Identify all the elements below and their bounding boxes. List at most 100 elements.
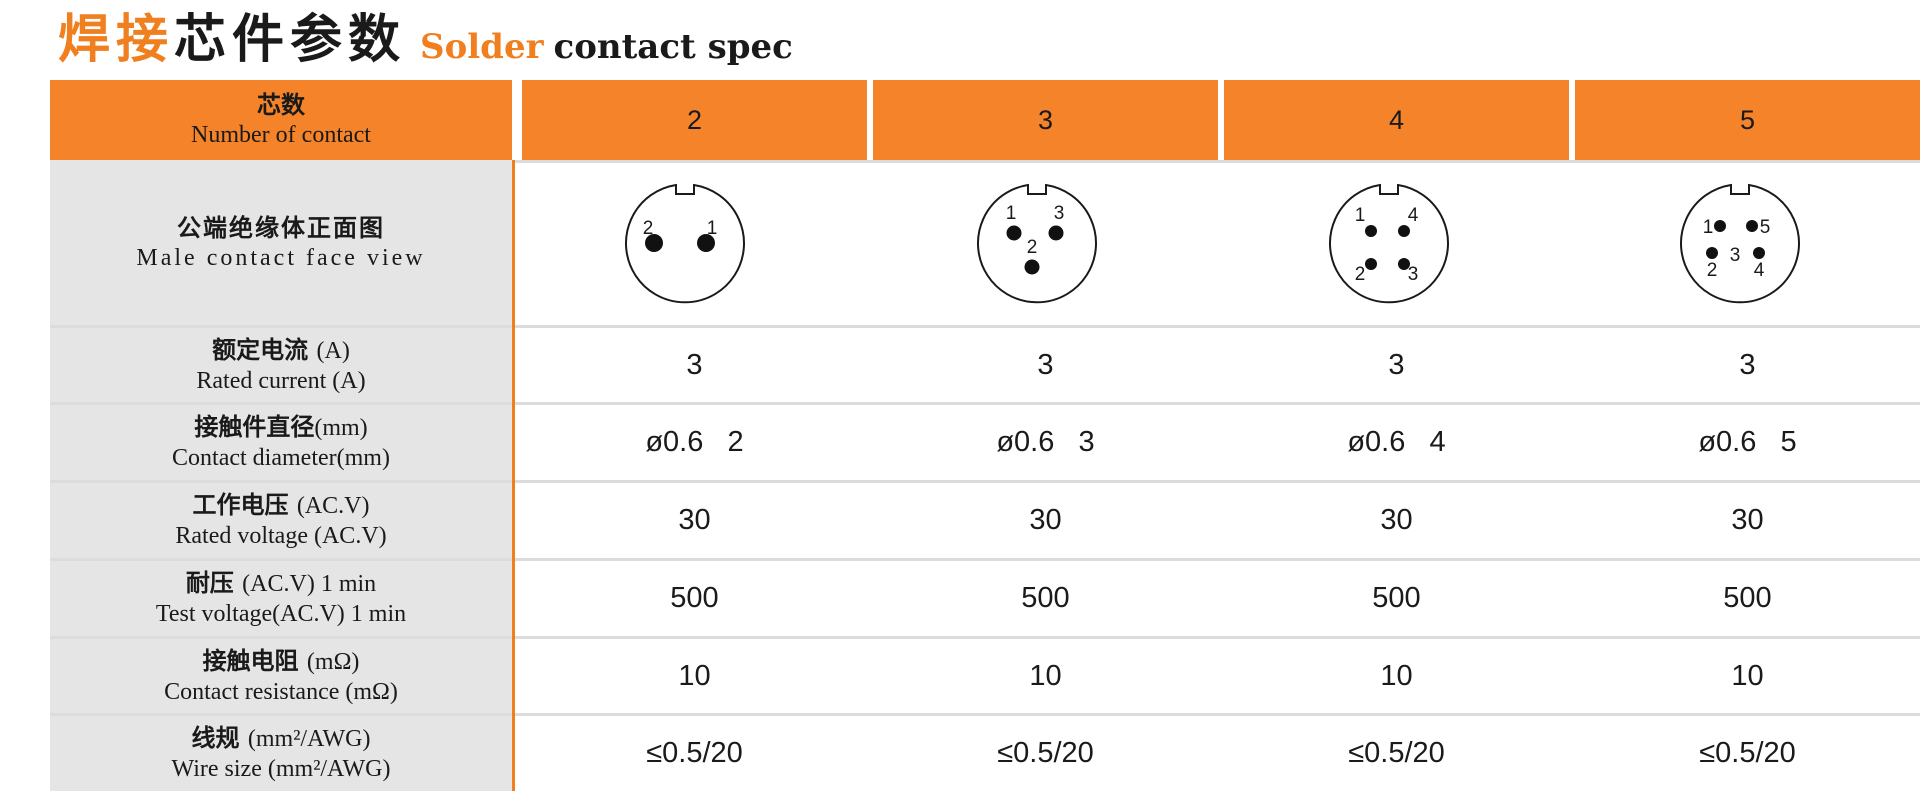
pin-4-dot [1753,247,1765,259]
pin-1 [1714,220,1726,232]
insulator-outline [1680,183,1800,304]
title-cn-highlight: 焊接 [58,10,175,70]
contact-resistance-4: 10 [1380,659,1413,692]
pin-label-1: 1 [1355,205,1366,226]
pin-5 [1746,220,1758,232]
insulator-outline [977,183,1097,304]
rated-current-5: 3 [1739,348,1756,381]
pin-label-3: 3 [1054,203,1065,224]
test-voltage-label-en: Test voltage(AC.V) 1 min [155,601,407,627]
test-voltage-5: 500 [1723,582,1772,614]
face-view-2-contact: 2 1 [620,179,750,313]
row-divider [50,636,1920,639]
test-voltage-label-cn: 耐压 [185,569,234,597]
face-view-label-cn: 公端绝缘体正面图 [177,213,385,242]
test-voltage-3: 500 [1021,582,1070,614]
test-voltage-2: 500 [670,582,719,614]
pin-1 [697,234,715,252]
row-divider [515,160,1920,163]
contact-resistance-5: 10 [1731,659,1764,692]
contact-diameter-label-unit: (mm) [314,415,368,441]
contact-resistance-label-en: Contact resistance (mΩ) [164,678,398,705]
contact-resistance-label-unit: (mΩ) [306,648,360,675]
row-divider [50,480,1920,483]
pin-label-2: 2 [643,218,654,239]
pin-1 [1365,225,1377,237]
rated-voltage-label-cn: 工作电压 [192,491,289,519]
face-view-label-en: Male contact face view [136,244,426,271]
wire-size-2: ≤0.5/20 [646,737,743,769]
contact-diameter-label-cn: 接触件直径 [194,413,315,441]
wire-size-label-en: Wire size (mm²/AWG) [171,756,391,782]
rated-current-2: 3 [686,348,703,381]
insulator-outline [625,183,745,304]
pin-label-2: 2 [1707,260,1718,281]
rated-current-label-en: Rated current (A) [196,367,366,394]
row-divider [50,402,1920,405]
pin-label-4: 4 [1408,205,1419,226]
row-divider [50,558,1920,561]
title-en-highlight: Solder [420,27,544,67]
rated-current-label: 额定电流 (A) Rated current (A) [50,328,512,402]
pin-4 [1398,225,1410,237]
pin-2-dot [1706,247,1718,259]
wire-size-5: ≤0.5/20 [1699,737,1796,769]
contact-diameter-5: ø0.6 5 [1698,426,1797,458]
contact-diameter-label-en: Contact diameter(mm) [172,445,390,471]
test-voltage-label-unit: (AC.V) 1 min [242,571,377,597]
contact-resistance-2: 10 [678,659,711,692]
pin-label-3: 3 [1730,245,1741,266]
pin-1 [1006,225,1022,241]
header-col-2: 2 [522,80,867,160]
face-view-3-contact: 1 3 2 [972,179,1102,313]
test-voltage-4: 500 [1372,582,1421,614]
title-cn-rest: 芯件参数 [174,10,407,70]
rated-current-3: 3 [1037,348,1054,381]
rated-voltage-label: 工作电压 (AC.V) Rated voltage (AC.V) [50,483,512,558]
rated-voltage-label-unit: (AC.V) [296,493,370,519]
contact-resistance-label-cn: 接触电阻 [202,646,299,675]
rated-voltage-5: 30 [1731,504,1764,536]
wire-size-label-cn: 线规 [191,724,240,752]
rated-voltage-2: 30 [678,504,711,536]
face-view-label: 公端绝缘体正面图 Male contact face view [50,160,512,325]
test-voltage-label: 耐压 (AC.V) 1 min Test voltage(AC.V) 1 min [50,561,512,636]
spec-table: 芯数 Number of contact 2 3 4 5 公端绝缘体正面图 Ma… [50,80,1920,791]
wire-size-label-unit: (mm²/AWG) [247,726,371,752]
rated-current-label-cn: 额定电流 [212,335,309,364]
contact-resistance-3: 10 [1029,659,1062,692]
pin-2 [1365,258,1377,270]
face-view-4-contact: 1 4 2 3 [1324,179,1454,313]
page-title: 焊接 芯件参数 Solder contact spec [58,2,793,72]
pin-label-5: 5 [1760,217,1771,238]
face-view-5-contact: 1 5 2 3 4 [1675,179,1805,313]
rated-voltage-4: 30 [1380,504,1413,536]
header-label-cn: 芯数 [257,91,305,119]
pin-label-2: 2 [1355,264,1366,285]
contact-diameter-2: ø0.6 2 [645,426,744,458]
pin-2 [1024,259,1040,275]
insulator-outline [1329,183,1449,304]
pin-label-4: 4 [1754,260,1765,281]
pin-label-1: 1 [1006,203,1017,224]
pin-label-2: 2 [1027,237,1038,258]
pin-2 [645,234,663,252]
pin-3 [1048,225,1064,241]
wire-size-label: 线规 (mm²/AWG) Wire size (mm²/AWG) [50,716,512,791]
contact-resistance-label: 接触电阻 (mΩ) Contact resistance (mΩ) [50,639,512,713]
wire-size-3: ≤0.5/20 [997,737,1094,769]
rated-voltage-label-en: Rated voltage (AC.V) [175,523,387,549]
rated-current-label-unit: (A) [316,337,350,364]
contact-diameter-3: ø0.6 3 [996,426,1095,458]
rated-voltage-3: 30 [1029,504,1062,536]
header-col-4: 4 [1224,80,1569,160]
label-column-divider [512,160,515,791]
rated-current-4: 3 [1388,348,1405,381]
pin-label-3: 3 [1408,264,1419,285]
header-col-3: 3 [873,80,1218,160]
header-label-cell: 芯数 Number of contact [50,80,512,160]
header-col-5: 5 [1575,80,1920,160]
header-label-en: Number of contact [191,122,371,148]
wire-size-4: ≤0.5/20 [1348,737,1445,769]
row-divider [50,325,1920,328]
